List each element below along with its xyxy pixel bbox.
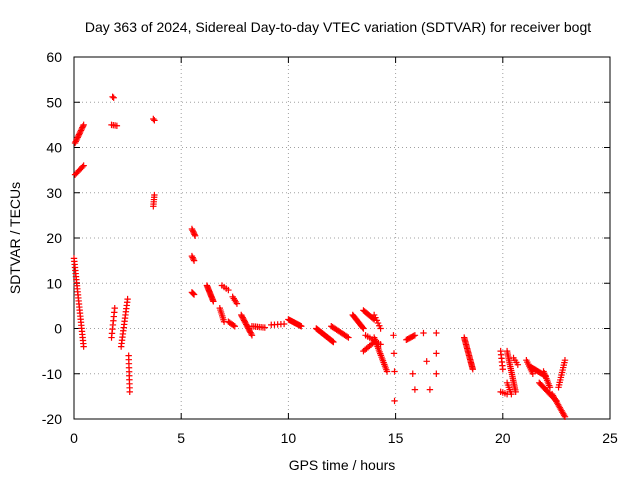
data-point-marker bbox=[261, 324, 269, 331]
data-point-marker bbox=[248, 332, 256, 339]
data-point-marker bbox=[124, 295, 131, 303]
data-point-marker bbox=[409, 370, 416, 377]
data-point-marker bbox=[233, 300, 241, 307]
x-tick-label: 0 bbox=[70, 430, 78, 446]
data-point-marker bbox=[529, 370, 537, 377]
data-point-marker bbox=[80, 162, 87, 169]
data-point-marker bbox=[151, 191, 158, 199]
data-point-marker bbox=[111, 304, 118, 312]
data-point-marker bbox=[126, 388, 133, 396]
data-point-marker bbox=[426, 386, 434, 393]
x-axis-label: GPS time / hours bbox=[289, 457, 396, 473]
data-point-marker bbox=[248, 330, 255, 338]
data-point-marker bbox=[561, 356, 569, 364]
data-point-marker bbox=[231, 323, 238, 330]
data-point-marker bbox=[420, 329, 427, 337]
data-point-marker bbox=[73, 136, 80, 144]
y-tick-label: -20 bbox=[42, 411, 62, 427]
data-point-marker bbox=[560, 412, 568, 419]
x-tick-label: 25 bbox=[602, 430, 618, 446]
data-points bbox=[70, 93, 569, 420]
data-point-marker bbox=[433, 350, 440, 357]
data-point-marker bbox=[343, 333, 351, 340]
data-point-marker bbox=[360, 325, 367, 332]
data-point-marker bbox=[191, 231, 198, 238]
data-point-marker bbox=[79, 123, 87, 130]
data-point-marker bbox=[76, 130, 83, 137]
data-point-marker bbox=[190, 255, 197, 263]
x-tick-label: 5 bbox=[177, 430, 185, 446]
data-point-marker bbox=[423, 358, 430, 365]
data-point-marker bbox=[110, 94, 117, 101]
data-point-marker bbox=[190, 291, 198, 298]
data-point-marker bbox=[411, 386, 419, 393]
data-point-marker bbox=[190, 290, 197, 298]
data-point-marker bbox=[546, 384, 554, 391]
data-point-marker bbox=[75, 132, 82, 140]
data-point-marker bbox=[77, 128, 84, 136]
data-point-marker bbox=[77, 127, 85, 134]
data-point-marker bbox=[113, 122, 121, 129]
data-point-marker bbox=[79, 163, 86, 171]
data-point-marker bbox=[78, 125, 85, 133]
data-point-marker bbox=[109, 93, 116, 101]
grid-lines bbox=[74, 57, 610, 419]
data-point-marker bbox=[499, 366, 506, 373]
data-point-marker bbox=[508, 390, 515, 398]
data-point-marker bbox=[411, 332, 419, 339]
y-axis-label: SDTVAR / TECUs bbox=[7, 182, 23, 294]
data-point-marker bbox=[280, 320, 288, 328]
y-tick-label: -10 bbox=[42, 366, 62, 382]
x-tick-label: 10 bbox=[281, 430, 297, 446]
chart-title: Day 363 of 2024, Sidereal Day-to-day VTE… bbox=[85, 19, 591, 35]
data-point-marker bbox=[561, 413, 569, 420]
data-point-marker bbox=[377, 325, 384, 332]
data-point-marker bbox=[225, 286, 232, 294]
data-point-marker bbox=[359, 324, 366, 331]
x-tick-label: 20 bbox=[495, 430, 511, 446]
y-tick-label: 10 bbox=[46, 275, 62, 291]
data-point-marker bbox=[151, 117, 158, 124]
data-point-marker bbox=[210, 298, 217, 305]
y-tick-label: 60 bbox=[46, 49, 62, 65]
data-point-marker bbox=[390, 332, 397, 339]
y-axis: -20 -10 0 10 20 30 40 50 60 bbox=[42, 49, 610, 427]
data-point-marker bbox=[189, 254, 196, 261]
y-tick-label: 20 bbox=[46, 230, 62, 246]
y-tick-label: 40 bbox=[46, 140, 62, 156]
data-point-marker bbox=[189, 289, 196, 297]
data-point-marker bbox=[410, 332, 417, 340]
data-point-marker bbox=[433, 329, 440, 337]
data-point-marker bbox=[469, 366, 476, 373]
data-point-marker bbox=[191, 232, 199, 239]
data-point-marker bbox=[71, 139, 79, 147]
data-point-marker bbox=[72, 138, 79, 145]
data-point-marker bbox=[390, 350, 398, 357]
data-point-marker bbox=[74, 134, 81, 141]
data-point-marker bbox=[73, 135, 81, 142]
data-point-marker bbox=[75, 131, 83, 138]
data-point-marker bbox=[391, 397, 398, 405]
data-point-marker bbox=[79, 124, 86, 131]
data-point-marker bbox=[330, 338, 337, 346]
data-point-marker bbox=[80, 121, 87, 129]
y-tick-label: 30 bbox=[46, 185, 62, 201]
data-point-marker bbox=[391, 368, 398, 375]
data-point-marker bbox=[433, 370, 440, 377]
data-point-marker bbox=[514, 361, 522, 368]
x-tick-label: 15 bbox=[388, 430, 404, 446]
data-point-marker bbox=[150, 115, 157, 123]
y-tick-label: 0 bbox=[54, 321, 62, 337]
y-tick-label: 50 bbox=[46, 94, 62, 110]
data-point-marker bbox=[190, 257, 198, 264]
data-point-marker bbox=[383, 368, 391, 375]
data-point-marker bbox=[298, 323, 305, 330]
x-axis: 0 5 10 15 20 25 bbox=[70, 57, 618, 446]
data-point-marker bbox=[345, 334, 352, 341]
data-point-marker bbox=[230, 322, 237, 329]
data-point-marker bbox=[80, 343, 87, 350]
data-point-marker bbox=[188, 252, 196, 260]
